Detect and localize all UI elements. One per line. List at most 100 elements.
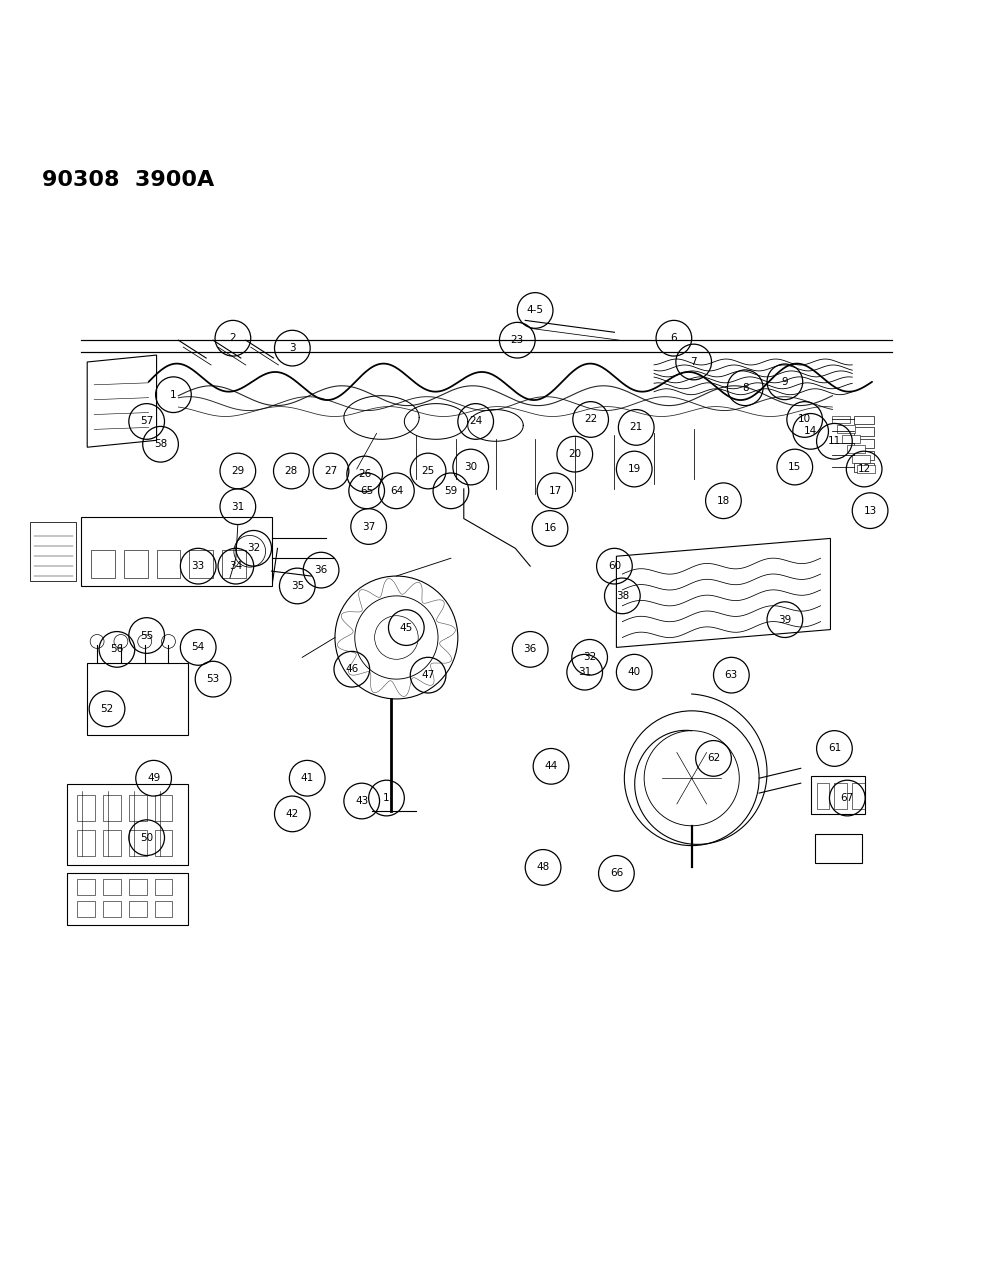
Bar (854, 440, 874, 449)
Text: 57: 57 (140, 417, 154, 426)
Text: 8: 8 (742, 382, 748, 393)
Text: 19: 19 (627, 464, 641, 474)
Text: 7: 7 (691, 357, 697, 367)
Bar (77, 830, 95, 856)
Text: 17: 17 (548, 486, 562, 496)
Bar (129, 880, 147, 895)
Bar (155, 901, 172, 917)
Text: 20: 20 (568, 449, 582, 459)
Text: 42: 42 (285, 808, 299, 819)
Text: 16: 16 (543, 524, 557, 533)
Text: 40: 40 (627, 667, 641, 677)
Text: 29: 29 (231, 465, 245, 476)
Text: 36: 36 (314, 565, 328, 575)
Bar (129, 830, 147, 856)
Bar (832, 416, 850, 423)
Text: 24: 24 (469, 417, 483, 426)
Bar (103, 830, 121, 856)
Bar (103, 901, 121, 917)
Text: 63: 63 (724, 671, 738, 680)
Text: 32: 32 (247, 543, 261, 553)
Text: 54: 54 (191, 643, 205, 653)
Text: 14: 14 (804, 426, 818, 436)
Text: 34: 34 (229, 561, 243, 571)
Bar (157, 551, 180, 578)
Text: 11: 11 (827, 436, 841, 446)
Bar (854, 451, 874, 460)
Bar (129, 796, 147, 821)
Bar (155, 880, 172, 895)
Text: 18: 18 (716, 496, 730, 506)
Bar (852, 783, 865, 808)
Text: 35: 35 (290, 581, 304, 592)
Text: 39: 39 (778, 615, 792, 625)
Text: 1: 1 (170, 390, 176, 399)
Text: 56: 56 (110, 644, 124, 654)
Bar (77, 880, 95, 895)
Text: 31: 31 (578, 667, 592, 677)
Text: 55: 55 (140, 631, 154, 640)
Text: 65: 65 (360, 486, 374, 496)
Bar (817, 783, 829, 808)
Text: 38: 38 (615, 590, 629, 601)
Bar (155, 830, 172, 856)
Bar (91, 551, 115, 578)
Bar (857, 465, 875, 473)
Text: 64: 64 (389, 486, 403, 496)
Text: 41: 41 (300, 773, 314, 783)
Text: 12: 12 (857, 464, 871, 474)
Text: 6: 6 (671, 333, 677, 343)
Bar (854, 463, 874, 472)
Text: 52: 52 (100, 704, 114, 714)
Text: 31: 31 (231, 501, 245, 511)
Bar (847, 445, 865, 453)
Bar (842, 435, 860, 444)
Text: 58: 58 (154, 440, 167, 449)
Text: 33: 33 (191, 561, 205, 571)
Bar (837, 426, 855, 434)
Text: 28: 28 (284, 465, 298, 476)
Bar (129, 901, 147, 917)
Bar (854, 427, 874, 436)
Bar (834, 783, 847, 808)
Text: 1: 1 (384, 793, 389, 803)
Text: 26: 26 (358, 469, 372, 479)
Text: 60: 60 (607, 561, 621, 571)
Bar (222, 551, 246, 578)
Text: 21: 21 (629, 422, 643, 432)
Text: 22: 22 (584, 414, 598, 425)
Text: 67: 67 (840, 793, 854, 803)
Bar (103, 880, 121, 895)
Text: 46: 46 (345, 664, 359, 674)
Bar (852, 455, 870, 463)
Text: 15: 15 (788, 462, 802, 472)
Text: 62: 62 (707, 754, 720, 764)
Bar (124, 551, 148, 578)
Text: 10: 10 (798, 414, 812, 425)
Bar (189, 551, 213, 578)
Text: 25: 25 (421, 465, 435, 476)
Text: 27: 27 (324, 465, 338, 476)
Bar (854, 416, 874, 425)
Text: 90308  3900A: 90308 3900A (42, 170, 214, 190)
Bar (77, 901, 95, 917)
Text: 50: 50 (140, 833, 154, 843)
Bar (77, 796, 95, 821)
Text: 37: 37 (362, 521, 376, 532)
Bar (103, 796, 121, 821)
Text: 53: 53 (206, 674, 220, 685)
Text: 32: 32 (583, 653, 597, 662)
Text: 4-5: 4-5 (526, 306, 544, 315)
Text: 23: 23 (510, 335, 524, 346)
Text: 59: 59 (444, 486, 458, 496)
Text: 66: 66 (609, 868, 623, 878)
Text: 3: 3 (289, 343, 295, 353)
Text: 43: 43 (355, 796, 369, 806)
Text: 48: 48 (536, 862, 550, 872)
Text: 44: 44 (544, 761, 558, 771)
Text: 2: 2 (230, 333, 236, 343)
Text: 30: 30 (464, 462, 478, 472)
Text: 49: 49 (147, 773, 161, 783)
Text: 9: 9 (782, 377, 788, 386)
Text: 36: 36 (523, 644, 537, 654)
